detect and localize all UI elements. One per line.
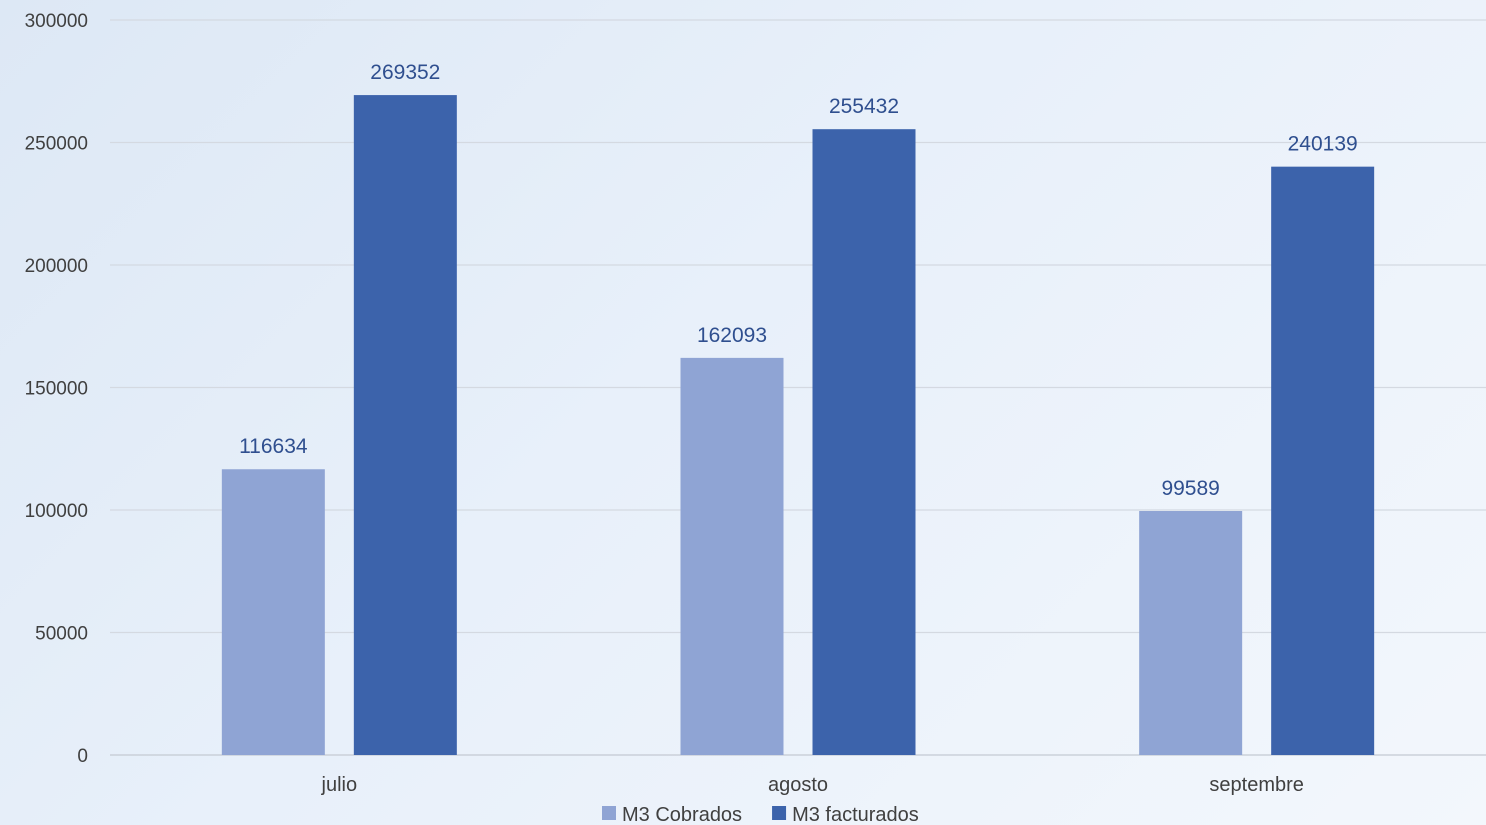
legend-swatch bbox=[772, 806, 787, 820]
gridlines bbox=[110, 19, 1486, 756]
y-tick-label: 0 bbox=[77, 746, 88, 767]
y-tick-label: 300000 bbox=[25, 11, 88, 32]
data-labels: 116634 269352 162093 255432 99589 240139 bbox=[239, 61, 1358, 500]
y-axis-ticks: 0 50000 100000 150000 200000 250000 300000 bbox=[25, 11, 88, 767]
y-tick-label: 200000 bbox=[25, 256, 88, 277]
y-tick-label: 150000 bbox=[25, 379, 88, 400]
legend-label: M3 facturados bbox=[792, 804, 919, 825]
data-label: 162093 bbox=[697, 324, 767, 347]
x-category-label: julio bbox=[321, 774, 358, 796]
bar bbox=[353, 95, 457, 756]
y-tick-label: 250000 bbox=[25, 134, 88, 155]
legend-label: M3 Cobrados bbox=[622, 804, 742, 825]
legend-swatch bbox=[602, 806, 616, 820]
x-axis-categories: julio agosto septembre bbox=[321, 774, 1304, 796]
bar bbox=[1271, 166, 1375, 756]
bars bbox=[221, 95, 1375, 756]
data-label: 269352 bbox=[370, 61, 440, 84]
data-label: 116634 bbox=[239, 435, 308, 458]
y-tick-label: 50000 bbox=[35, 624, 88, 645]
data-label: 99589 bbox=[1161, 477, 1219, 500]
y-tick-label: 100000 bbox=[25, 501, 88, 522]
data-label: 240139 bbox=[1288, 133, 1358, 156]
bar bbox=[1139, 511, 1243, 755]
x-category-label: agosto bbox=[768, 774, 828, 796]
bar bbox=[812, 129, 916, 756]
bar bbox=[221, 469, 325, 755]
x-category-label: septembre bbox=[1209, 774, 1304, 796]
bar bbox=[680, 357, 784, 755]
legend: M3 Cobrados M3 facturados bbox=[602, 804, 919, 825]
data-label: 255432 bbox=[829, 95, 899, 118]
